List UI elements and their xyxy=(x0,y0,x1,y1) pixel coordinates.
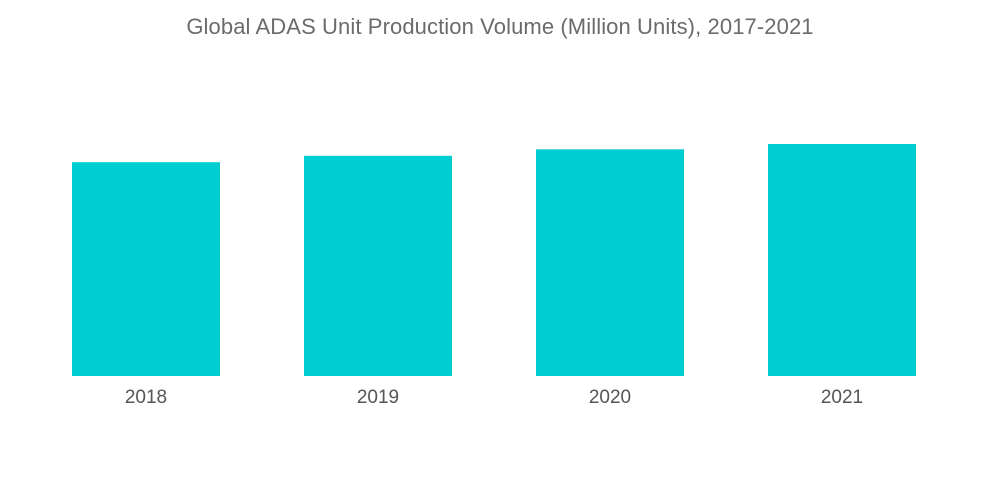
bar-2021 xyxy=(768,144,916,376)
chart-title: Global ADAS Unit Production Volume (Mill… xyxy=(186,14,814,39)
bar-2018 xyxy=(72,162,220,376)
x-tick-label-2019: 2019 xyxy=(357,387,399,408)
x-tick-label-2020: 2020 xyxy=(589,387,631,408)
bar-2019 xyxy=(304,155,452,376)
x-tick-label-2021: 2021 xyxy=(821,387,863,408)
x-tick-label-2018: 2018 xyxy=(125,387,167,408)
bar-2020 xyxy=(536,149,684,376)
